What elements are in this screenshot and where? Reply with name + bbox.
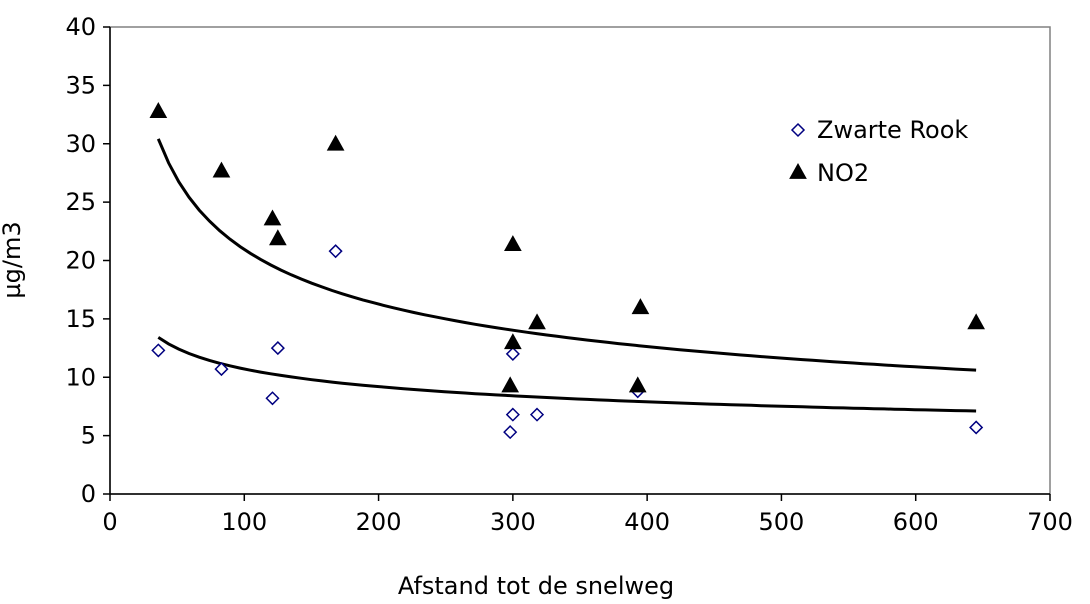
legend-diamond-icon — [790, 122, 806, 138]
data-point-no2 — [326, 134, 345, 151]
data-point-zwarte-rook — [529, 407, 545, 422]
data-point-zwarte-rook — [505, 407, 520, 422]
y-tick-label: 30 — [65, 130, 96, 158]
trendlines — [156, 138, 977, 413]
y-tick-label: 25 — [65, 188, 96, 216]
y-tick-label: 10 — [65, 363, 96, 391]
legend-marker-zwarte-rook — [790, 122, 806, 138]
data-point-no2 — [528, 313, 546, 330]
data-point-no2 — [967, 313, 985, 330]
x-tick-label: 300 — [490, 508, 536, 536]
y-tick-label: 40 — [65, 13, 96, 41]
data-point-no2 — [263, 209, 282, 226]
x-axis: 0 100 200 300 400 500 600 700 — [102, 493, 1073, 536]
data-point-no2 — [269, 229, 287, 246]
y-tick-label: 35 — [65, 71, 96, 99]
y-axis-title: µg/m3 — [0, 221, 26, 298]
trendline-zwarte-rook — [157, 336, 977, 413]
legend-item-zwarte-rook: Zwarte Rook — [790, 116, 968, 144]
data-point-no2 — [504, 333, 522, 350]
data-point-no2 — [631, 298, 650, 315]
data-point-no2 — [504, 235, 522, 252]
x-tick-label: 500 — [759, 508, 805, 536]
y-tick-label: 5 — [81, 422, 96, 450]
x-axis-title: Afstand tot de snelweg — [398, 572, 674, 600]
y-axis: 0 5 10 15 20 25 30 35 40 — [65, 13, 111, 508]
data-point-zwarte-rook — [969, 420, 984, 435]
legend-label-zwarte-rook: Zwarte Rook — [817, 116, 968, 144]
y-tick-label: 15 — [65, 305, 96, 333]
legend: Zwarte Rook NO2 — [789, 116, 968, 187]
legend-marker-no2 — [789, 162, 807, 179]
data-point-zwarte-rook — [265, 391, 280, 406]
data-point-zwarte-rook — [151, 343, 166, 358]
x-tick-label: 700 — [1027, 508, 1073, 536]
legend-item-no2: NO2 — [789, 159, 869, 187]
x-tick-label: 0 — [102, 508, 117, 536]
y-tick-label: 0 — [81, 480, 96, 508]
x-tick-label: 100 — [221, 508, 267, 536]
x-tick-label: 200 — [356, 508, 402, 536]
data-point-no2 — [628, 376, 647, 393]
legend-label-no2: NO2 — [817, 159, 869, 187]
data-point-zwarte-rook — [503, 425, 518, 440]
data-point-zwarte-rook — [214, 362, 229, 377]
trendline-no2 — [156, 138, 977, 372]
y-tick-label: 20 — [65, 247, 96, 275]
data-point-zwarte-rook — [505, 346, 520, 361]
data-point-zwarte-rook — [270, 341, 285, 356]
data-point-no2 — [212, 161, 231, 178]
data-markers — [149, 102, 985, 440]
x-tick-label: 600 — [893, 508, 939, 536]
data-point-zwarte-rook — [328, 244, 343, 259]
x-tick-label: 400 — [624, 508, 670, 536]
plot-area — [109, 26, 1051, 495]
data-point-no2 — [501, 376, 520, 393]
data-point-no2 — [149, 102, 168, 118]
legend-triangle-icon — [789, 162, 807, 179]
plot-border — [109, 26, 1051, 495]
